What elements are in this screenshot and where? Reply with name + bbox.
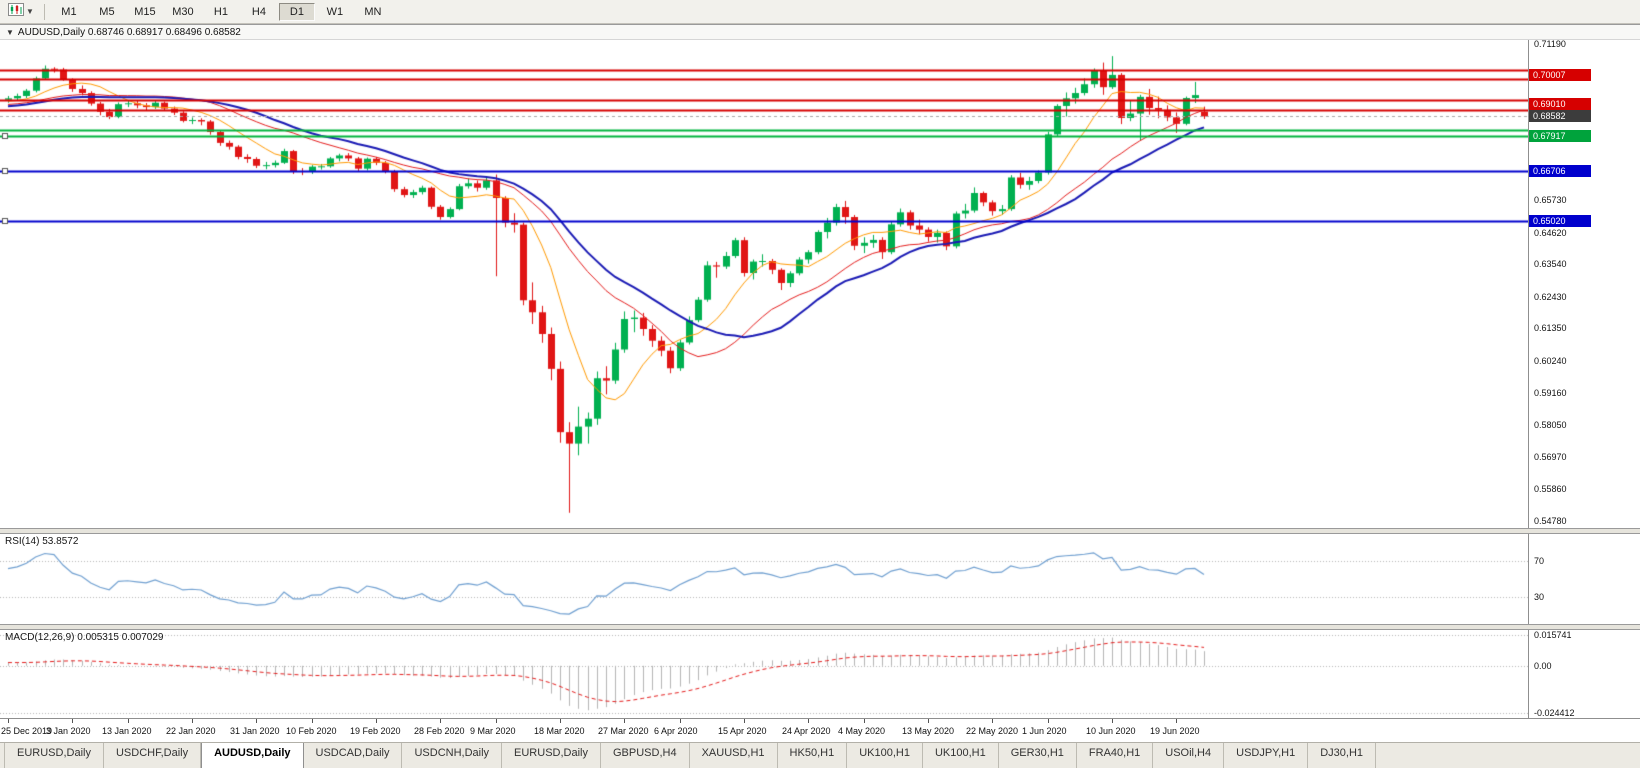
time-label-9-Mar-2020: 9 Mar 2020 [470,726,516,736]
period-button-M5[interactable]: M5 [99,5,115,18]
chart-tab-EURUSD-Daily[interactable]: EURUSD,Daily [502,743,601,768]
time-label-18-Mar-2020: 18 Mar 2020 [534,726,585,736]
time-tick [744,719,745,723]
time-label-13-Jan-2020: 13 Jan 2020 [102,726,152,736]
chart-tab-USDCAD-Daily[interactable]: USDCAD,Daily [303,743,403,768]
candlestick-chart-icon [8,2,24,21]
time-tick [864,719,865,723]
period-buttons-group: M1 M5 M15 M30 H1 H4 D1 W1 MN [50,2,392,21]
chart-menu-caret-icon[interactable]: ▼ [6,27,14,37]
time-label-19-Feb-2020: 19 Feb 2020 [350,726,401,736]
period-button-H1[interactable]: H1 [213,5,228,18]
macd-name: MACD(12,26,9) [5,632,75,643]
time-tick [192,719,193,723]
time-label-13-May-2020: 13 May 2020 [902,726,955,736]
time-tick [1048,719,1049,723]
macd-indicator-pane[interactable] [0,630,1528,718]
time-label-1-Jun-2020: 1 Jun 2020 [1022,726,1067,736]
time-tick [440,719,441,723]
chevron-down-icon: ▼ [26,7,34,16]
time-label-22-Jan-2020: 22 Jan 2020 [166,726,216,736]
period-button-MN[interactable]: MN [364,5,382,18]
charts-dropdown-button[interactable]: ▼ [3,1,39,22]
time-tick [1112,719,1113,723]
time-tick [808,719,809,723]
time-tick [496,719,497,723]
period-button-D1[interactable]: D1 [278,2,315,21]
pane-splitter[interactable] [0,528,1640,534]
time-label-15-Apr-2020: 15 Apr 2020 [718,726,767,736]
chart-tab-USDJPY-H1[interactable]: USDJPY,H1 [1224,743,1309,768]
time-label-25-Dec-2019: 25 Dec 2019 [1,726,53,736]
macd-values: 0.005315 0.007029 [77,632,164,643]
time-tick [72,719,73,723]
chart-window-titlebar[interactable]: ▼ AUDUSD,Daily 0.68746 0.68917 0.68496 0… [0,24,1640,40]
chart-tab-bar: EURUSD,Daily USDCHF,Daily AUDUSD,Daily USDC… [0,742,1640,768]
chart-tab-UK100-H1[interactable]: UK100,H1 [847,743,923,768]
time-label-31-Jan-2020: 31 Jan 2020 [230,726,280,736]
rsi-name: RSI(14) [5,536,40,547]
time-label-24-Apr-2020: 24 Apr 2020 [782,726,831,736]
time-tick [376,719,377,723]
price-axis[interactable] [1528,38,1640,718]
time-tick [8,719,9,723]
time-axis[interactable]: 25 Dec 2019 3 Jan 2020 13 Jan 2020 22 Jan 2… [0,718,1640,742]
time-tick [312,719,313,723]
time-label-19-Jun-2020: 19 Jun 2020 [1150,726,1200,736]
chart-tab-UK100-H1[interactable]: UK100,H1 [922,743,999,768]
period-button-W1[interactable]: W1 [326,5,344,18]
time-label-27-Mar-2020: 27 Mar 2020 [598,726,649,736]
period-button-M15[interactable]: M15 [134,5,156,18]
time-label-10-Jun-2020: 10 Jun 2020 [1086,726,1136,736]
time-label-22-May-2020: 22 May 2020 [966,726,1019,736]
chart-tab-FRA40-H1[interactable]: FRA40,H1 [1076,743,1154,768]
chart-tab-EURUSD-Daily[interactable]: EURUSD,Daily [4,743,104,768]
toolbar-separator [43,3,45,20]
time-tick [256,719,257,723]
chart-tab-HK50-H1[interactable]: HK50,H1 [777,743,848,768]
chart-tab-GBPUSD-H4[interactable]: GBPUSD,H4 [601,743,690,768]
time-tick [928,719,929,723]
period-button-M1[interactable]: M1 [61,5,77,18]
macd-label: MACD(12,26,9) 0.005315 0.007029 [5,632,163,643]
time-label-3-Jan-2020: 3 Jan 2020 [46,726,91,736]
time-tick [1176,719,1177,723]
main-price-chart[interactable] [0,38,1528,528]
time-label-4-May-2020: 4 May 2020 [838,726,886,736]
timeframe-toolbar: ▼ M1 M5 M15 M30 H1 H4 D1 W1 MN [0,0,1640,24]
period-button-M30[interactable]: M30 [172,5,194,18]
time-label-10-Feb-2020: 10 Feb 2020 [286,726,337,736]
chart-tab-USOil-H4[interactable]: USOil,H4 [1153,743,1225,768]
chart-title-ohlc: AUDUSD,Daily 0.68746 0.68917 0.68496 0.6… [17,26,241,38]
rsi-indicator-pane[interactable] [0,534,1528,624]
time-tick [680,719,681,723]
rsi-value: 53.8572 [42,536,79,547]
time-label-6-Apr-2020: 6 Apr 2020 [654,726,698,736]
chart-tab-AUDUSD-Daily[interactable]: AUDUSD,Daily [201,743,304,768]
pane-splitter[interactable] [0,624,1640,630]
period-button-H4[interactable]: H4 [251,5,266,18]
time-tick [128,719,129,723]
chart-tab-DJ30-H1[interactable]: DJ30,H1 [1308,743,1377,768]
chart-tab-GER30-H1[interactable]: GER30,H1 [998,743,1077,768]
time-tick [560,719,561,723]
time-tick [624,719,625,723]
chart-tab-USDCNH-Daily[interactable]: USDCNH,Daily [402,743,503,768]
rsi-label: RSI(14) 53.8572 [5,536,78,547]
time-tick [992,719,993,723]
chart-tab-USDCHF-Daily[interactable]: USDCHF,Daily [103,743,202,768]
time-label-28-Feb-2020: 28 Feb 2020 [414,726,465,736]
chart-tab-XAUUSD-H1[interactable]: XAUUSD,H1 [689,743,778,768]
